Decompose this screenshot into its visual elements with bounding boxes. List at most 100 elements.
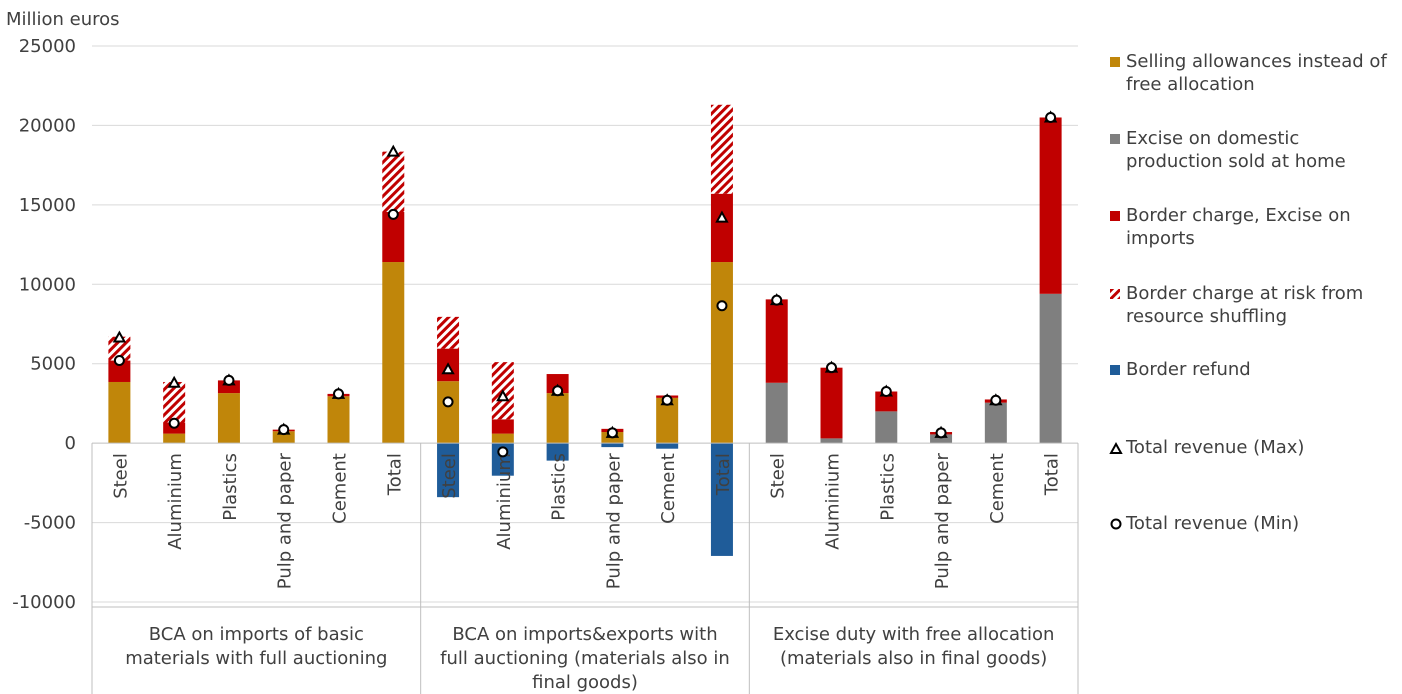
marker-total-revenue-min (168, 417, 180, 429)
bar-segment-border-charge-excise-on-imports (108, 360, 131, 382)
legend-swatch-selling (1110, 57, 1120, 67)
bar-segment-border-charge-at-risk-from-resource-shuffling (382, 151, 405, 213)
y-tick-label: -10000 (12, 592, 76, 613)
marker-total-revenue-max (715, 210, 729, 223)
bar-segment-selling-allowances-instead-of-free-allocation (163, 433, 186, 444)
bar-segment-border-charge-at-risk-from-resource-shuffling (437, 316, 460, 349)
legend-label-border-refund: Border refund (1126, 359, 1251, 380)
marker-total-revenue-max (441, 362, 455, 375)
legend-swatch-excise-domestic (1110, 134, 1120, 144)
category-label: Plastics (549, 453, 570, 521)
bar-segment-selling-allowances-instead-of-free-allocation (108, 381, 131, 444)
bar-segment-selling-allowances-instead-of-free-allocation (327, 396, 350, 444)
bar-segment-selling-allowances-instead-of-free-allocation (272, 431, 295, 444)
marker-total-revenue-min (661, 394, 673, 406)
marker-total-revenue-max (496, 389, 510, 402)
marker-total-revenue-max (386, 144, 400, 157)
y-axis-title: Million euros (6, 9, 120, 30)
category-label: Pulp and paper (932, 453, 953, 590)
legend-label-border-risk: Border charge at risk from resource shuf… (1126, 283, 1364, 327)
legend-label-border-charge: Border charge, Excise on imports (1126, 205, 1351, 249)
bar-segment-excise-on-domestic-production-sold-at-home (875, 411, 898, 444)
circle-marker-icon (1110, 518, 1122, 530)
bar-segment-border-refund (437, 443, 460, 498)
category-label: Cement (658, 453, 679, 524)
y-tick-label: 20000 (19, 115, 76, 136)
marker-total-revenue-min (990, 394, 1002, 406)
bar-segment-border-charge-at-risk-from-resource-shuffling (108, 336, 131, 361)
bar-segment-border-refund (601, 443, 624, 448)
bar-segment-selling-allowances-instead-of-free-allocation (546, 393, 569, 444)
category-label: Total (1042, 453, 1063, 496)
category-label: Cement (987, 453, 1008, 524)
bar-segment-selling-allowances-instead-of-free-allocation (382, 262, 405, 444)
y-tick-label: 5000 (30, 354, 76, 375)
legend-label-excise-domestic: Excise on domestic production sold at ho… (1126, 128, 1346, 172)
category-label: Steel (110, 453, 131, 499)
bar-segment-border-charge-excise-on-imports (1039, 117, 1062, 294)
marker-total-revenue-min (333, 388, 344, 400)
bar-segment-border-charge-at-risk-from-resource-shuffling (710, 104, 733, 194)
marker-total-revenue-min (771, 294, 783, 306)
bar-segment-excise-on-domestic-production-sold-at-home (984, 402, 1007, 444)
category-axis (91, 442, 1079, 694)
group-labels: BCA on imports of basic materials with fu… (125, 624, 1054, 693)
marker-total-revenue-min (278, 424, 290, 436)
bar-segment-excise-on-domestic-production-sold-at-home (930, 434, 953, 444)
bar-segment-border-charge-excise-on-imports (710, 193, 733, 263)
legend-swatch-border-refund (1110, 365, 1120, 375)
marker-total-revenue-min (716, 300, 728, 312)
revenue-markers (112, 110, 1058, 458)
bar-segment-border-charge-excise-on-imports (382, 212, 405, 263)
bar-segment-selling-allowances-instead-of-free-allocation (437, 381, 460, 444)
bar-segment-excise-on-domestic-production-sold-at-home (820, 438, 843, 444)
legend-swatch-border-risk (1110, 289, 1120, 299)
legend-label-total-max: Total revenue (Max) (1126, 437, 1305, 458)
y-tick-labels: 25000 20000 15000 10000 5000 0 -5000 -10000 (12, 36, 76, 613)
bar-series (108, 104, 1062, 556)
category-label: Steel (439, 453, 460, 499)
marker-total-revenue-min (223, 374, 235, 386)
chart-canvas: Million euros 25000 20000 15000 10000 5000 0 -… (6, 9, 1079, 694)
marker-total-revenue-min (497, 446, 509, 458)
marker-total-revenue-min (1045, 111, 1057, 123)
bar-segment-excise-on-domestic-production-sold-at-home (765, 382, 788, 444)
marker-total-revenue-max (167, 375, 181, 388)
marker-total-revenue-min (880, 386, 892, 398)
bar-segment-border-charge-excise-on-imports (765, 299, 788, 383)
category-label: Cement (330, 453, 351, 524)
marker-total-revenue-min (113, 355, 125, 367)
bar-segment-selling-allowances-instead-of-free-allocation (656, 397, 679, 444)
y-tick-label: 0 (65, 433, 76, 454)
bar-segment-selling-allowances-instead-of-free-allocation (217, 393, 240, 444)
category-label: Steel (768, 453, 789, 499)
legend-label-total-min: Total revenue (Min) (1126, 513, 1300, 534)
marker-total-revenue-min (552, 385, 564, 397)
legend-label-selling: Selling allowances instead of free alloc… (1126, 51, 1387, 95)
bar-segment-border-refund (546, 443, 569, 461)
category-label: Total (713, 453, 734, 496)
group-label-line: (materials also in final goods) (780, 648, 1047, 669)
bar-segment-border-charge-excise-on-imports (491, 419, 514, 434)
y-tick-label: 25000 (19, 36, 76, 57)
category-label: Pulp and paper (275, 453, 296, 590)
marker-total-revenue-min (442, 396, 454, 408)
triangle-marker-icon (1109, 441, 1123, 454)
category-label: Total (384, 453, 405, 496)
marker-total-revenue-max (112, 330, 127, 343)
category-label: Plastics (220, 453, 241, 521)
category-label: Aluminium (823, 453, 844, 550)
legend-swatch-border-charge (1110, 211, 1120, 221)
marker-total-revenue-min (935, 427, 947, 439)
group-label-line: full auctioning (materials also in (440, 648, 730, 669)
bar-segment-border-refund (710, 443, 733, 556)
bar-segment-selling-allowances-instead-of-free-allocation (491, 433, 514, 444)
category-label: Aluminium (165, 453, 186, 550)
marker-total-revenue-min (606, 427, 618, 439)
marker-total-revenue-min (826, 362, 837, 374)
y-tick-label: -5000 (24, 513, 76, 534)
category-labels: Steel Aluminium Plastics Pulp and paper Ceme… (110, 453, 1062, 590)
y-tick-label: 10000 (19, 274, 76, 295)
group-label-line: BCA on imports&exports with (452, 624, 717, 645)
group-label-line: final goods) (532, 672, 638, 693)
